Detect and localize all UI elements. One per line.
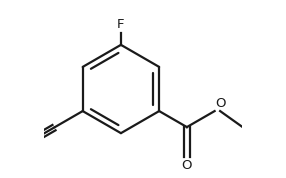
Text: O: O: [182, 159, 192, 172]
Text: O: O: [216, 97, 226, 110]
Text: F: F: [117, 18, 125, 31]
